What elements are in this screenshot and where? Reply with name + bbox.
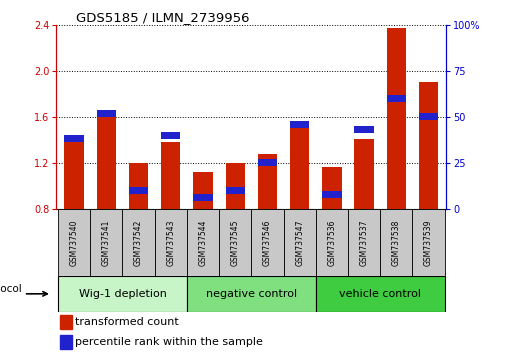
Text: GSM737542: GSM737542 xyxy=(134,219,143,266)
Bar xyxy=(322,191,342,198)
Bar xyxy=(412,209,445,276)
Bar xyxy=(284,209,316,276)
Text: GSM737538: GSM737538 xyxy=(392,219,401,266)
Bar xyxy=(58,209,90,276)
Bar xyxy=(316,276,445,312)
Bar xyxy=(290,121,309,128)
Bar xyxy=(316,209,348,276)
Bar xyxy=(155,209,187,276)
Text: GSM737545: GSM737545 xyxy=(231,219,240,266)
Text: Wig-1 depletion: Wig-1 depletion xyxy=(78,289,166,299)
Bar xyxy=(226,187,245,194)
Bar xyxy=(226,163,245,209)
Text: GDS5185 / ILMN_2739956: GDS5185 / ILMN_2739956 xyxy=(76,11,249,24)
Bar xyxy=(65,142,84,209)
Bar xyxy=(187,209,219,276)
Bar xyxy=(61,315,72,329)
Bar xyxy=(290,126,309,209)
Bar xyxy=(387,95,406,102)
Bar xyxy=(348,209,380,276)
Bar xyxy=(123,209,155,276)
Text: percentile rank within the sample: percentile rank within the sample xyxy=(75,337,263,347)
Bar xyxy=(354,126,374,133)
Bar xyxy=(161,132,181,139)
Bar xyxy=(61,335,72,348)
Text: GSM737543: GSM737543 xyxy=(166,219,175,266)
Bar xyxy=(65,136,84,142)
Bar xyxy=(322,167,342,209)
Bar xyxy=(90,209,123,276)
Text: GSM737539: GSM737539 xyxy=(424,219,433,266)
Text: GSM737547: GSM737547 xyxy=(295,219,304,266)
Bar xyxy=(129,187,148,194)
Text: GSM737544: GSM737544 xyxy=(199,219,208,266)
Bar xyxy=(97,110,116,116)
Bar xyxy=(219,209,251,276)
Bar xyxy=(161,142,181,209)
Text: GSM737541: GSM737541 xyxy=(102,219,111,266)
Text: protocol: protocol xyxy=(0,284,22,293)
Text: GSM737540: GSM737540 xyxy=(70,219,78,266)
Bar xyxy=(258,154,277,209)
Text: GSM737546: GSM737546 xyxy=(263,219,272,266)
Bar xyxy=(251,209,284,276)
Bar xyxy=(258,159,277,166)
Bar xyxy=(193,172,213,209)
Bar xyxy=(380,209,412,276)
Bar xyxy=(58,276,187,312)
Text: vehicle control: vehicle control xyxy=(339,289,421,299)
Bar xyxy=(97,113,116,209)
Text: transformed count: transformed count xyxy=(75,317,179,327)
Text: negative control: negative control xyxy=(206,289,297,299)
Bar xyxy=(387,28,406,209)
Bar xyxy=(187,276,316,312)
Text: GSM737536: GSM737536 xyxy=(327,219,337,266)
Bar xyxy=(354,139,374,209)
Bar xyxy=(129,163,148,209)
Bar xyxy=(419,113,438,120)
Bar xyxy=(419,82,438,209)
Text: GSM737537: GSM737537 xyxy=(360,219,369,266)
Bar xyxy=(193,194,213,201)
